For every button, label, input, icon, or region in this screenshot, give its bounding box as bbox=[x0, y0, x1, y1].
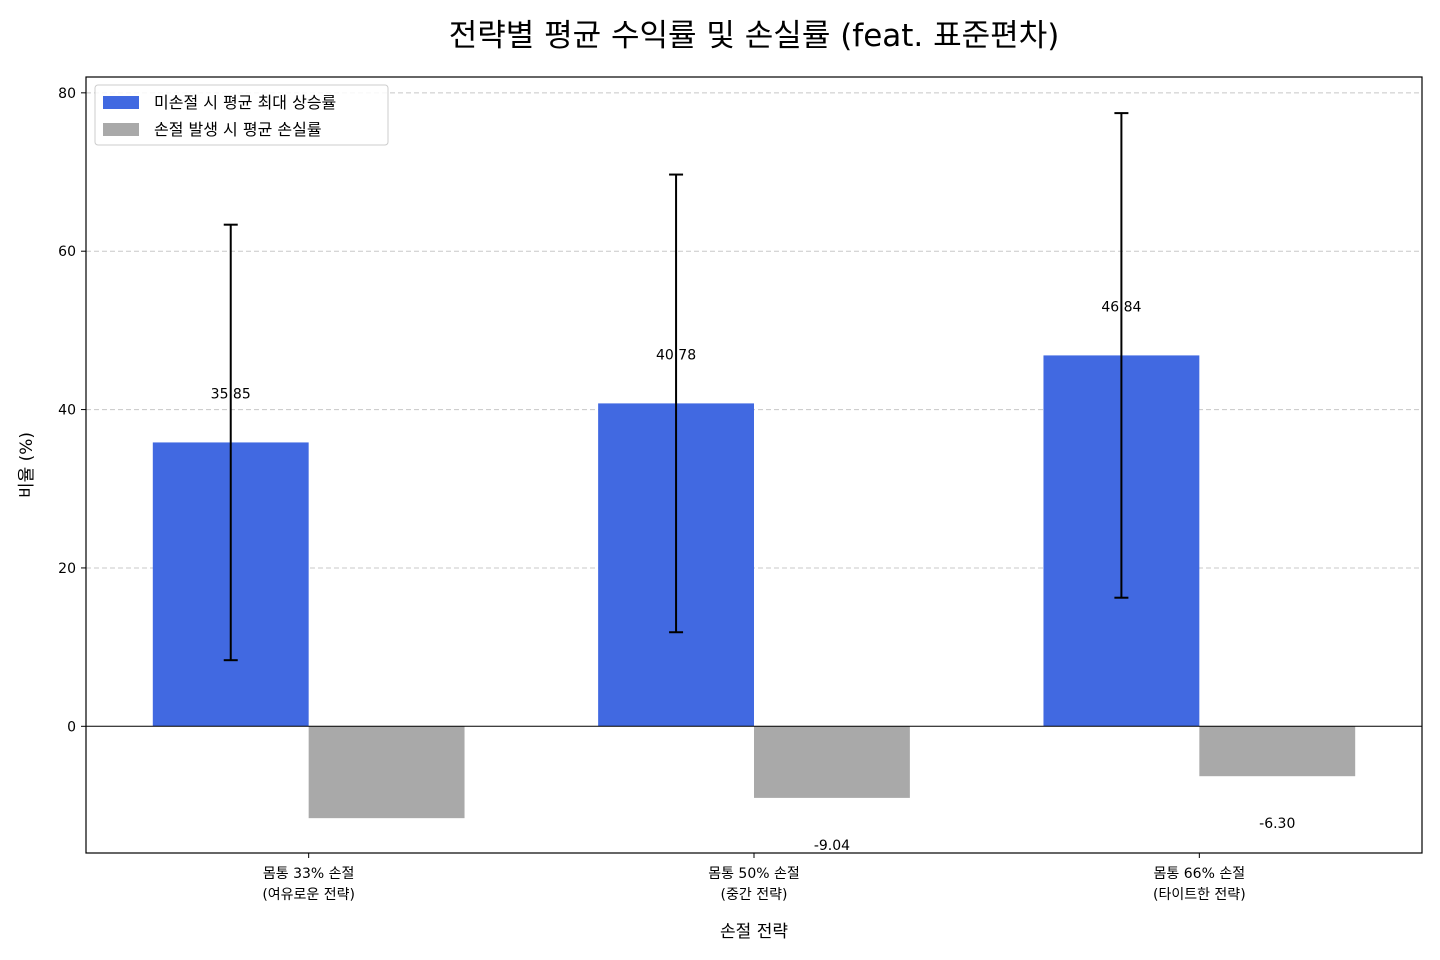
x-axis-ticks: 몸통 33% 손절 (여유로운 전략) 몸통 50% 손절 (중간 전략) 몸통 66%… bbox=[262, 853, 1246, 903]
chart-title: 전략별 평균 수익률 및 손실률 (feat. 표준편차) bbox=[448, 18, 1060, 54]
x-tick-label: (여유로운 전략) bbox=[262, 887, 355, 903]
x-tick-label: (중간 전략) bbox=[721, 887, 788, 903]
y-tick-label: 80 bbox=[58, 86, 76, 102]
bar-avg-loss bbox=[308, 726, 465, 819]
x-tick-label: 몸통 50% 손절 bbox=[708, 866, 800, 882]
data-label: 46.84 bbox=[1101, 299, 1141, 315]
legend-label: 손절 발생 시 평균 손실률 bbox=[154, 120, 322, 139]
legend-swatch bbox=[103, 123, 139, 136]
legend-box bbox=[94, 84, 389, 146]
data-label: 40.78 bbox=[656, 347, 696, 363]
bar-avg-loss bbox=[754, 726, 910, 798]
y-tick-label: 60 bbox=[58, 244, 76, 260]
x-axis-label: 손절 전략 bbox=[720, 922, 788, 942]
y-axis-label: 비율 (%) bbox=[17, 432, 37, 498]
x-tick-label: 몸통 33% 손절 bbox=[263, 866, 355, 882]
data-label: 35.85 bbox=[211, 386, 251, 402]
legend-swatch bbox=[103, 96, 139, 109]
error-bars bbox=[223, 112, 1129, 662]
x-tick-label: (타이트한 전략) bbox=[1153, 887, 1246, 903]
x-tick-label: 몸통 66% 손절 bbox=[1154, 866, 1246, 882]
y-tick-label: 0 bbox=[67, 719, 76, 735]
y-tick-label: 40 bbox=[58, 403, 76, 419]
data-label: -6.30 bbox=[1259, 816, 1295, 832]
data-label: -9.04 bbox=[814, 838, 850, 854]
data-labels: 35.85 40.78 -9.04 46.84 -6.30 bbox=[211, 299, 1296, 853]
y-tick-label: 20 bbox=[58, 561, 76, 577]
y-axis-ticks: 0 20 40 60 80 bbox=[58, 86, 86, 735]
bar-avg-loss bbox=[1199, 726, 1356, 777]
bars bbox=[152, 355, 1356, 819]
legend-label: 미손절 시 평균 최대 상승률 bbox=[154, 93, 336, 112]
